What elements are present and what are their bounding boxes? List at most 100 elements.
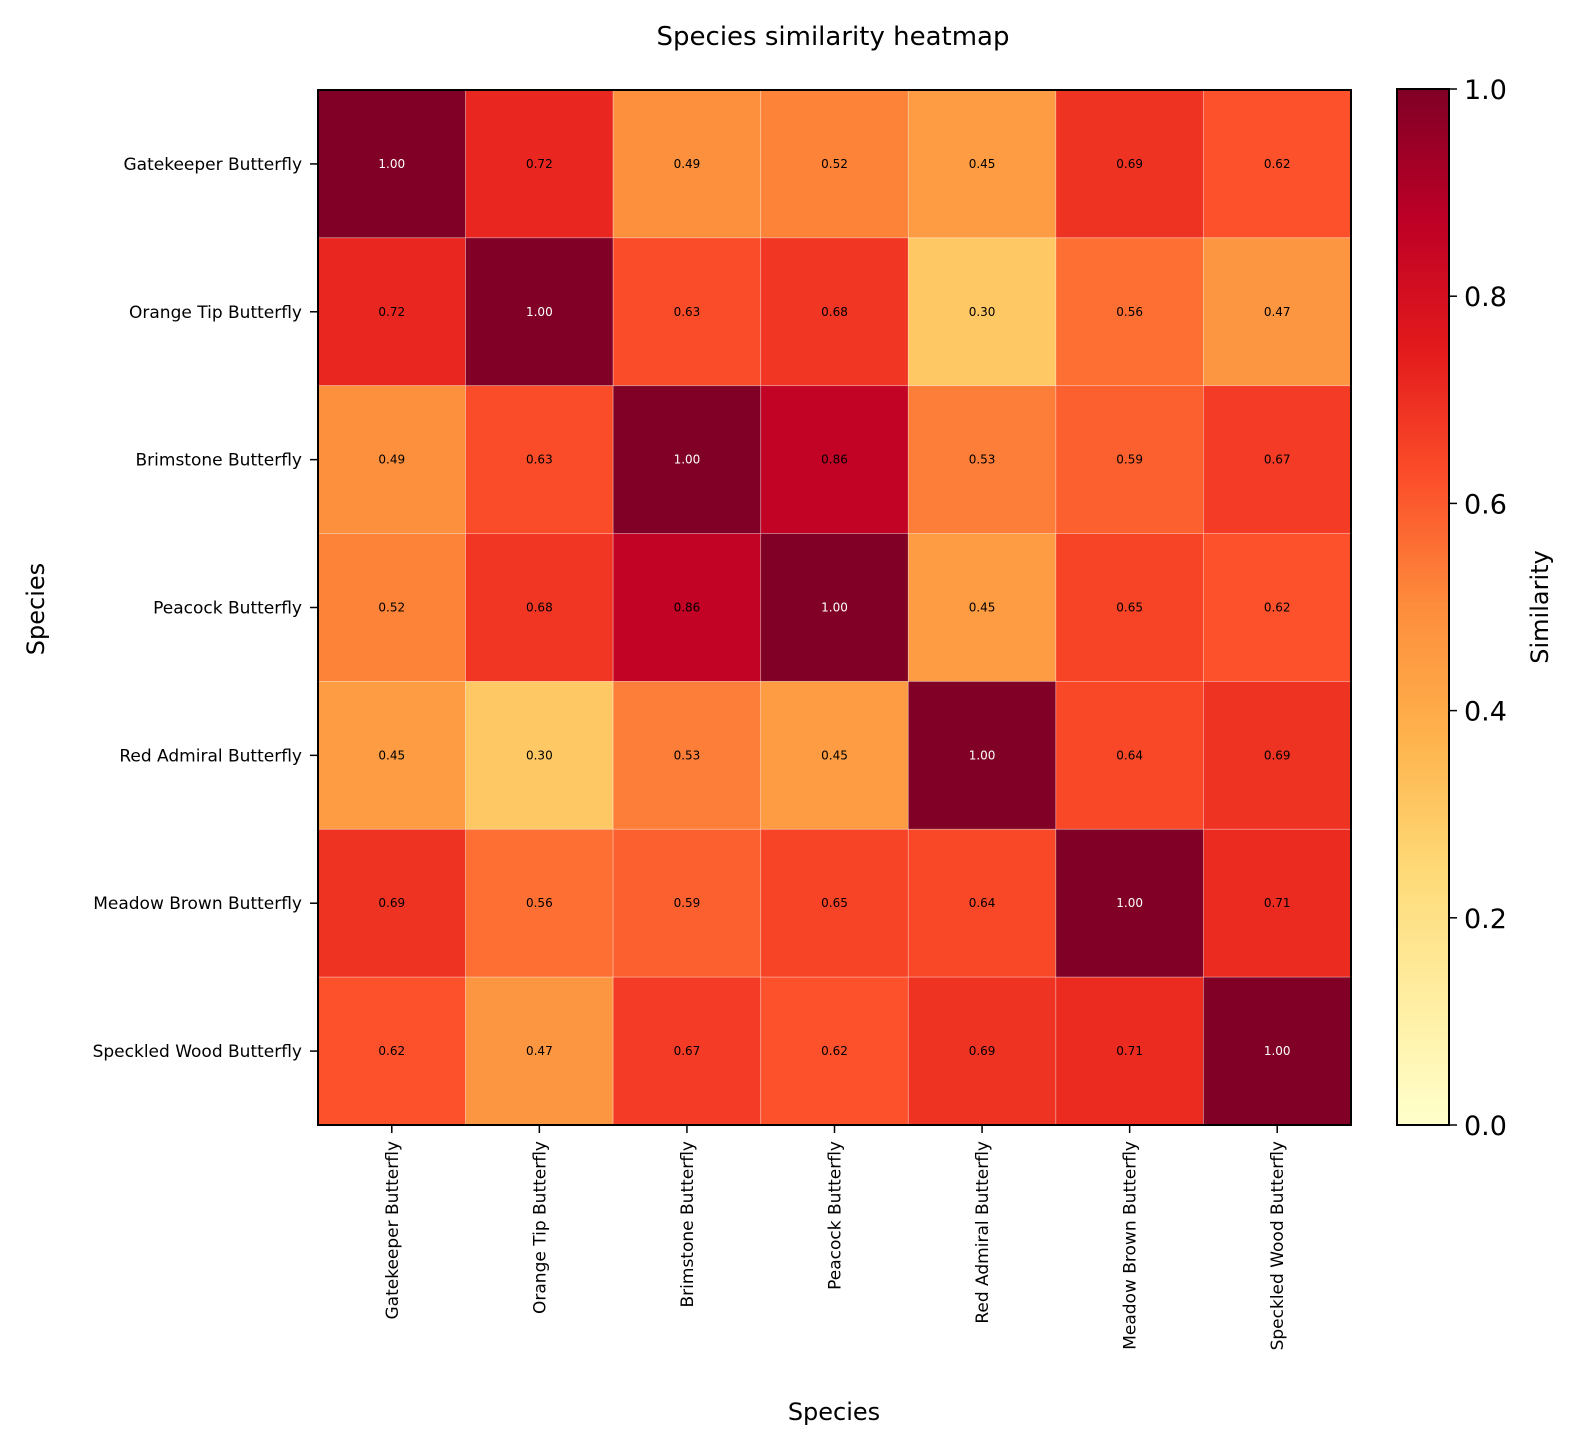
x-tick-label: Gatekeeper Butterfly bbox=[383, 1141, 403, 1320]
heatmap-cell bbox=[317, 681, 466, 830]
cell-value-label: 0.52 bbox=[378, 601, 405, 615]
x-tick-label: Speckled Wood Butterfly bbox=[1268, 1141, 1288, 1350]
heatmap-cell bbox=[1203, 681, 1352, 830]
heatmap-cell bbox=[317, 89, 466, 239]
heatmap-cell bbox=[465, 533, 614, 682]
cell-value-label: 1.00 bbox=[378, 157, 405, 171]
colorbar-tick-label: 0.2 bbox=[1464, 904, 1507, 935]
cell-value-label: 0.52 bbox=[821, 157, 848, 171]
heatmap-cell bbox=[907, 89, 1057, 239]
heatmap-cell bbox=[317, 385, 466, 534]
cell-value-label: 0.64 bbox=[1116, 748, 1143, 762]
heatmap-cell bbox=[907, 237, 1057, 387]
cell-value-label: 1.00 bbox=[969, 748, 996, 762]
cell-value-label: 0.62 bbox=[1264, 157, 1291, 171]
cell-value-label: 0.56 bbox=[526, 896, 553, 910]
heatmap-cell bbox=[612, 828, 762, 978]
x-axis-label: Species bbox=[788, 1398, 880, 1426]
y-tick-label: Gatekeeper Butterfly bbox=[124, 155, 303, 175]
heatmap-cell bbox=[1055, 828, 1204, 978]
cell-value-label: 0.56 bbox=[1116, 305, 1143, 319]
cell-value-label: 0.69 bbox=[969, 1044, 996, 1058]
cell-value-label: 0.49 bbox=[674, 157, 701, 171]
cell-value-label: 0.45 bbox=[969, 157, 996, 171]
y-tick-label: Brimstone Butterfly bbox=[136, 451, 302, 471]
x-tick-label: Brimstone Butterfly bbox=[678, 1141, 698, 1307]
heatmap-cell bbox=[1203, 976, 1352, 1126]
cell-value-label: 0.59 bbox=[1116, 453, 1143, 467]
cell-value-label: 0.67 bbox=[1264, 453, 1291, 467]
cell-value-label: 1.00 bbox=[1264, 1044, 1291, 1058]
cell-value-label: 1.00 bbox=[821, 601, 848, 615]
heatmap-cell bbox=[760, 533, 909, 682]
heatmap-cell bbox=[1203, 89, 1352, 239]
cell-value-label: 0.47 bbox=[1264, 305, 1291, 319]
heatmap-cell bbox=[1055, 237, 1204, 387]
cell-value-label: 0.30 bbox=[969, 305, 996, 319]
heatmap-cell bbox=[612, 237, 762, 387]
x-tick-label: Meadow Brown Butterfly bbox=[1121, 1141, 1141, 1350]
heatmap-cell bbox=[1055, 976, 1204, 1126]
colorbar: 0.0 0.2 0.4 0.6 0.8 1.0 Similarity bbox=[1396, 75, 1554, 1142]
cell-value-label: 0.69 bbox=[378, 896, 405, 910]
x-axis-ticks: Gatekeeper Butterfly Orange Tip Butterfly… bbox=[383, 1125, 1288, 1350]
heatmap-cell bbox=[1203, 385, 1352, 534]
cell-value-label: 0.63 bbox=[674, 305, 701, 319]
colorbar-tick-label: 0.6 bbox=[1464, 489, 1507, 520]
cell-value-label: 0.45 bbox=[378, 748, 405, 762]
heatmap-cell bbox=[317, 533, 466, 682]
cell-value-label: 0.64 bbox=[969, 896, 996, 910]
cell-value-label: 0.71 bbox=[1264, 896, 1291, 910]
cell-value-label: 0.53 bbox=[969, 453, 996, 467]
cell-value-label: 0.45 bbox=[969, 601, 996, 615]
cell-value-label: 0.62 bbox=[821, 1044, 848, 1058]
cell-value-label: 0.68 bbox=[821, 305, 848, 319]
colorbar-tick-label: 0.0 bbox=[1464, 1111, 1507, 1142]
y-axis-ticks: Gatekeeper Butterfly Orange Tip Butterfly… bbox=[93, 155, 318, 1062]
cell-value-label: 1.00 bbox=[674, 453, 701, 467]
y-tick-label: Speckled Wood Butterfly bbox=[93, 1042, 302, 1062]
heatmap-cell bbox=[612, 976, 762, 1126]
colorbar-ticks: 0.0 0.2 0.4 0.6 0.8 1.0 bbox=[1449, 75, 1507, 1142]
y-tick-label: Orange Tip Butterfly bbox=[129, 303, 302, 323]
heatmap-cell bbox=[760, 828, 909, 978]
heatmap-cell bbox=[907, 976, 1057, 1126]
y-tick-label: Meadow Brown Butterfly bbox=[93, 894, 302, 914]
y-axis-label: Species bbox=[22, 563, 50, 655]
colorbar-tick-label: 0.4 bbox=[1464, 697, 1507, 728]
cell-value-label: 0.86 bbox=[674, 601, 701, 615]
colorbar-gradient bbox=[1396, 88, 1450, 1126]
cell-value-label: 0.53 bbox=[674, 748, 701, 762]
heatmap-cell bbox=[1055, 681, 1204, 830]
heatmap-cell bbox=[1055, 533, 1204, 682]
cell-value-label: 0.71 bbox=[1116, 1044, 1143, 1058]
cell-value-label: 1.00 bbox=[526, 305, 553, 319]
y-tick-label: Peacock Butterfly bbox=[153, 599, 302, 619]
cell-value-label: 0.72 bbox=[526, 157, 553, 171]
cell-value-label: 0.30 bbox=[526, 748, 553, 762]
cell-value-label: 0.68 bbox=[526, 601, 553, 615]
heatmap-cell bbox=[760, 385, 909, 534]
heatmap-cells bbox=[317, 89, 1352, 1126]
heatmap-cell bbox=[1203, 533, 1352, 682]
y-tick-label: Red Admiral Butterfly bbox=[119, 746, 302, 766]
heatmap-cell bbox=[907, 828, 1057, 978]
colorbar-tick-label: 1.0 bbox=[1464, 75, 1507, 106]
heatmap-cell bbox=[465, 89, 614, 239]
heatmap-cell bbox=[612, 681, 762, 830]
x-tick-label: Red Admiral Butterfly bbox=[973, 1141, 993, 1324]
heatmap-cell-labels: 1.00 0.72 0.49 0.52 0.45 0.69 0.62 0.72 1.00 0.63… bbox=[378, 157, 1290, 1058]
cell-value-label: 0.62 bbox=[1264, 601, 1291, 615]
cell-value-label: 1.00 bbox=[1116, 896, 1143, 910]
heatmap-cell bbox=[907, 385, 1057, 534]
x-tick-label: Peacock Butterfly bbox=[826, 1141, 846, 1290]
heatmap-cell bbox=[317, 976, 466, 1126]
x-tick-label: Orange Tip Butterfly bbox=[530, 1141, 550, 1314]
heatmap-cell bbox=[1055, 89, 1204, 239]
colorbar-tick-label: 0.8 bbox=[1464, 282, 1507, 313]
cell-value-label: 0.65 bbox=[821, 896, 848, 910]
heatmap-cell bbox=[760, 976, 909, 1126]
heatmap-cell bbox=[1055, 385, 1204, 534]
heatmap-cell bbox=[465, 385, 614, 534]
